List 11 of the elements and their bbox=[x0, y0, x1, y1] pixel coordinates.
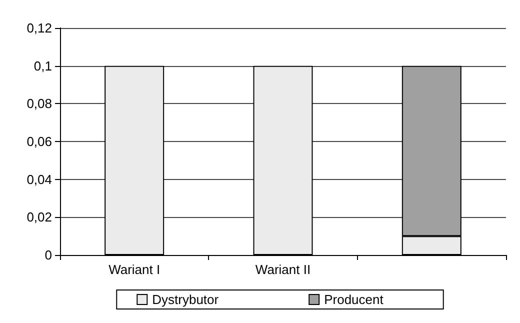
y-tick-label: 0 bbox=[44, 248, 52, 262]
y-tick-label: 0,04 bbox=[26, 172, 52, 187]
y-tick-label: 0,06 bbox=[26, 134, 52, 149]
y-tick-label: 0,02 bbox=[26, 210, 52, 225]
legend-label: Producent bbox=[324, 292, 384, 307]
x-tick-label: Wariant I bbox=[108, 262, 160, 277]
y-tick-label: 0,12 bbox=[26, 20, 52, 36]
y-tick-label: 0,08 bbox=[26, 96, 52, 112]
x-tick-label: Wariant II bbox=[255, 262, 311, 277]
legend-label: Dystrybutor bbox=[152, 292, 220, 307]
y-tick-label: 0,1 bbox=[34, 58, 52, 74]
